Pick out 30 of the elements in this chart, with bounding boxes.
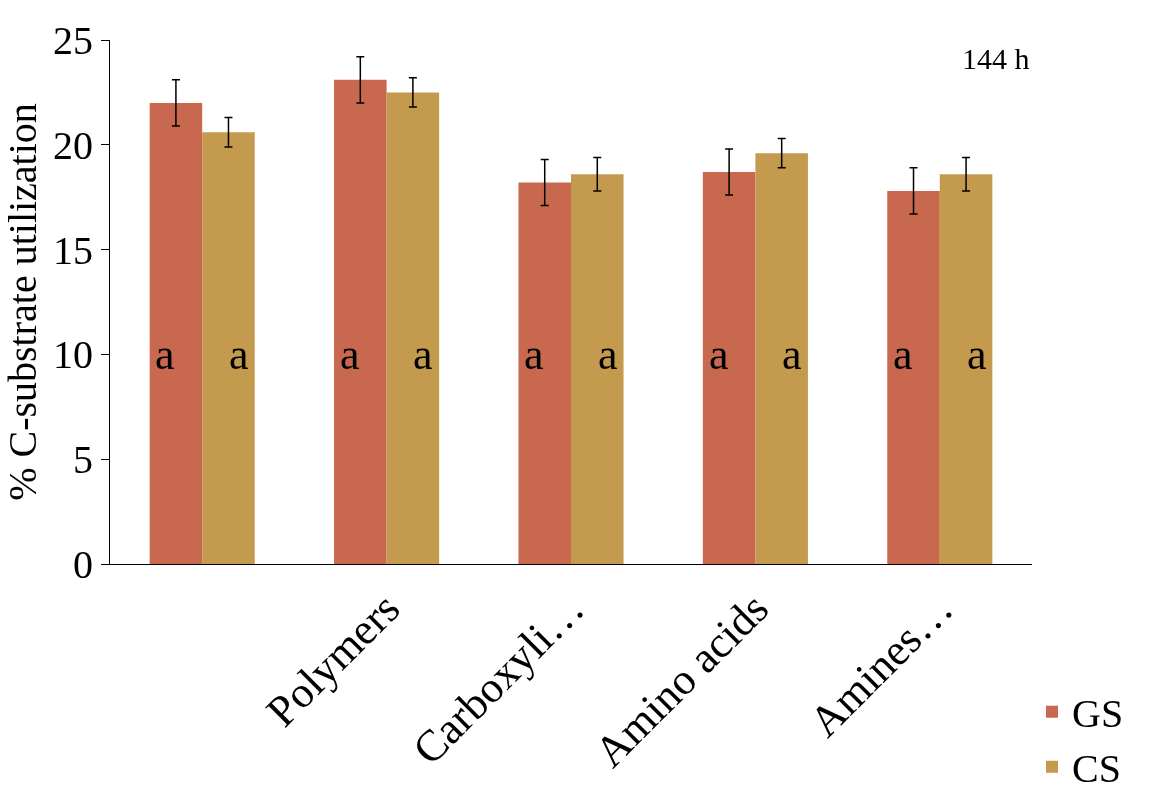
annotation: a <box>893 330 913 379</box>
y-tick-label: 15 <box>53 227 93 273</box>
bar <box>518 182 571 564</box>
annotation: a <box>782 330 802 379</box>
annotation: a <box>155 330 175 379</box>
bar <box>334 79 387 564</box>
y-axis-title: % C-substrate utilization <box>0 103 45 501</box>
bar <box>887 190 940 564</box>
legend-label: CS <box>1072 746 1121 792</box>
y-tick-label: 5 <box>73 437 93 483</box>
bar <box>702 172 756 564</box>
annotation: a <box>967 330 987 379</box>
bar <box>386 92 440 564</box>
legend-label: GS <box>1072 691 1124 737</box>
annotation: a <box>413 330 433 379</box>
annotation: a <box>598 330 618 379</box>
bar <box>149 102 203 564</box>
y-tick-label: 10 <box>53 332 93 378</box>
annotation: a <box>340 330 360 379</box>
annotation: a <box>524 330 544 379</box>
annotation: a <box>229 330 249 379</box>
annotation: 144 h <box>962 42 1030 75</box>
annotation: a <box>709 330 729 379</box>
y-tick-label: 20 <box>53 122 93 168</box>
y-tick-label: 0 <box>73 542 93 587</box>
bar <box>571 174 624 564</box>
bar <box>755 153 808 564</box>
bar <box>202 132 255 564</box>
y-tick-label: 25 <box>53 18 93 63</box>
bar <box>939 174 993 564</box>
